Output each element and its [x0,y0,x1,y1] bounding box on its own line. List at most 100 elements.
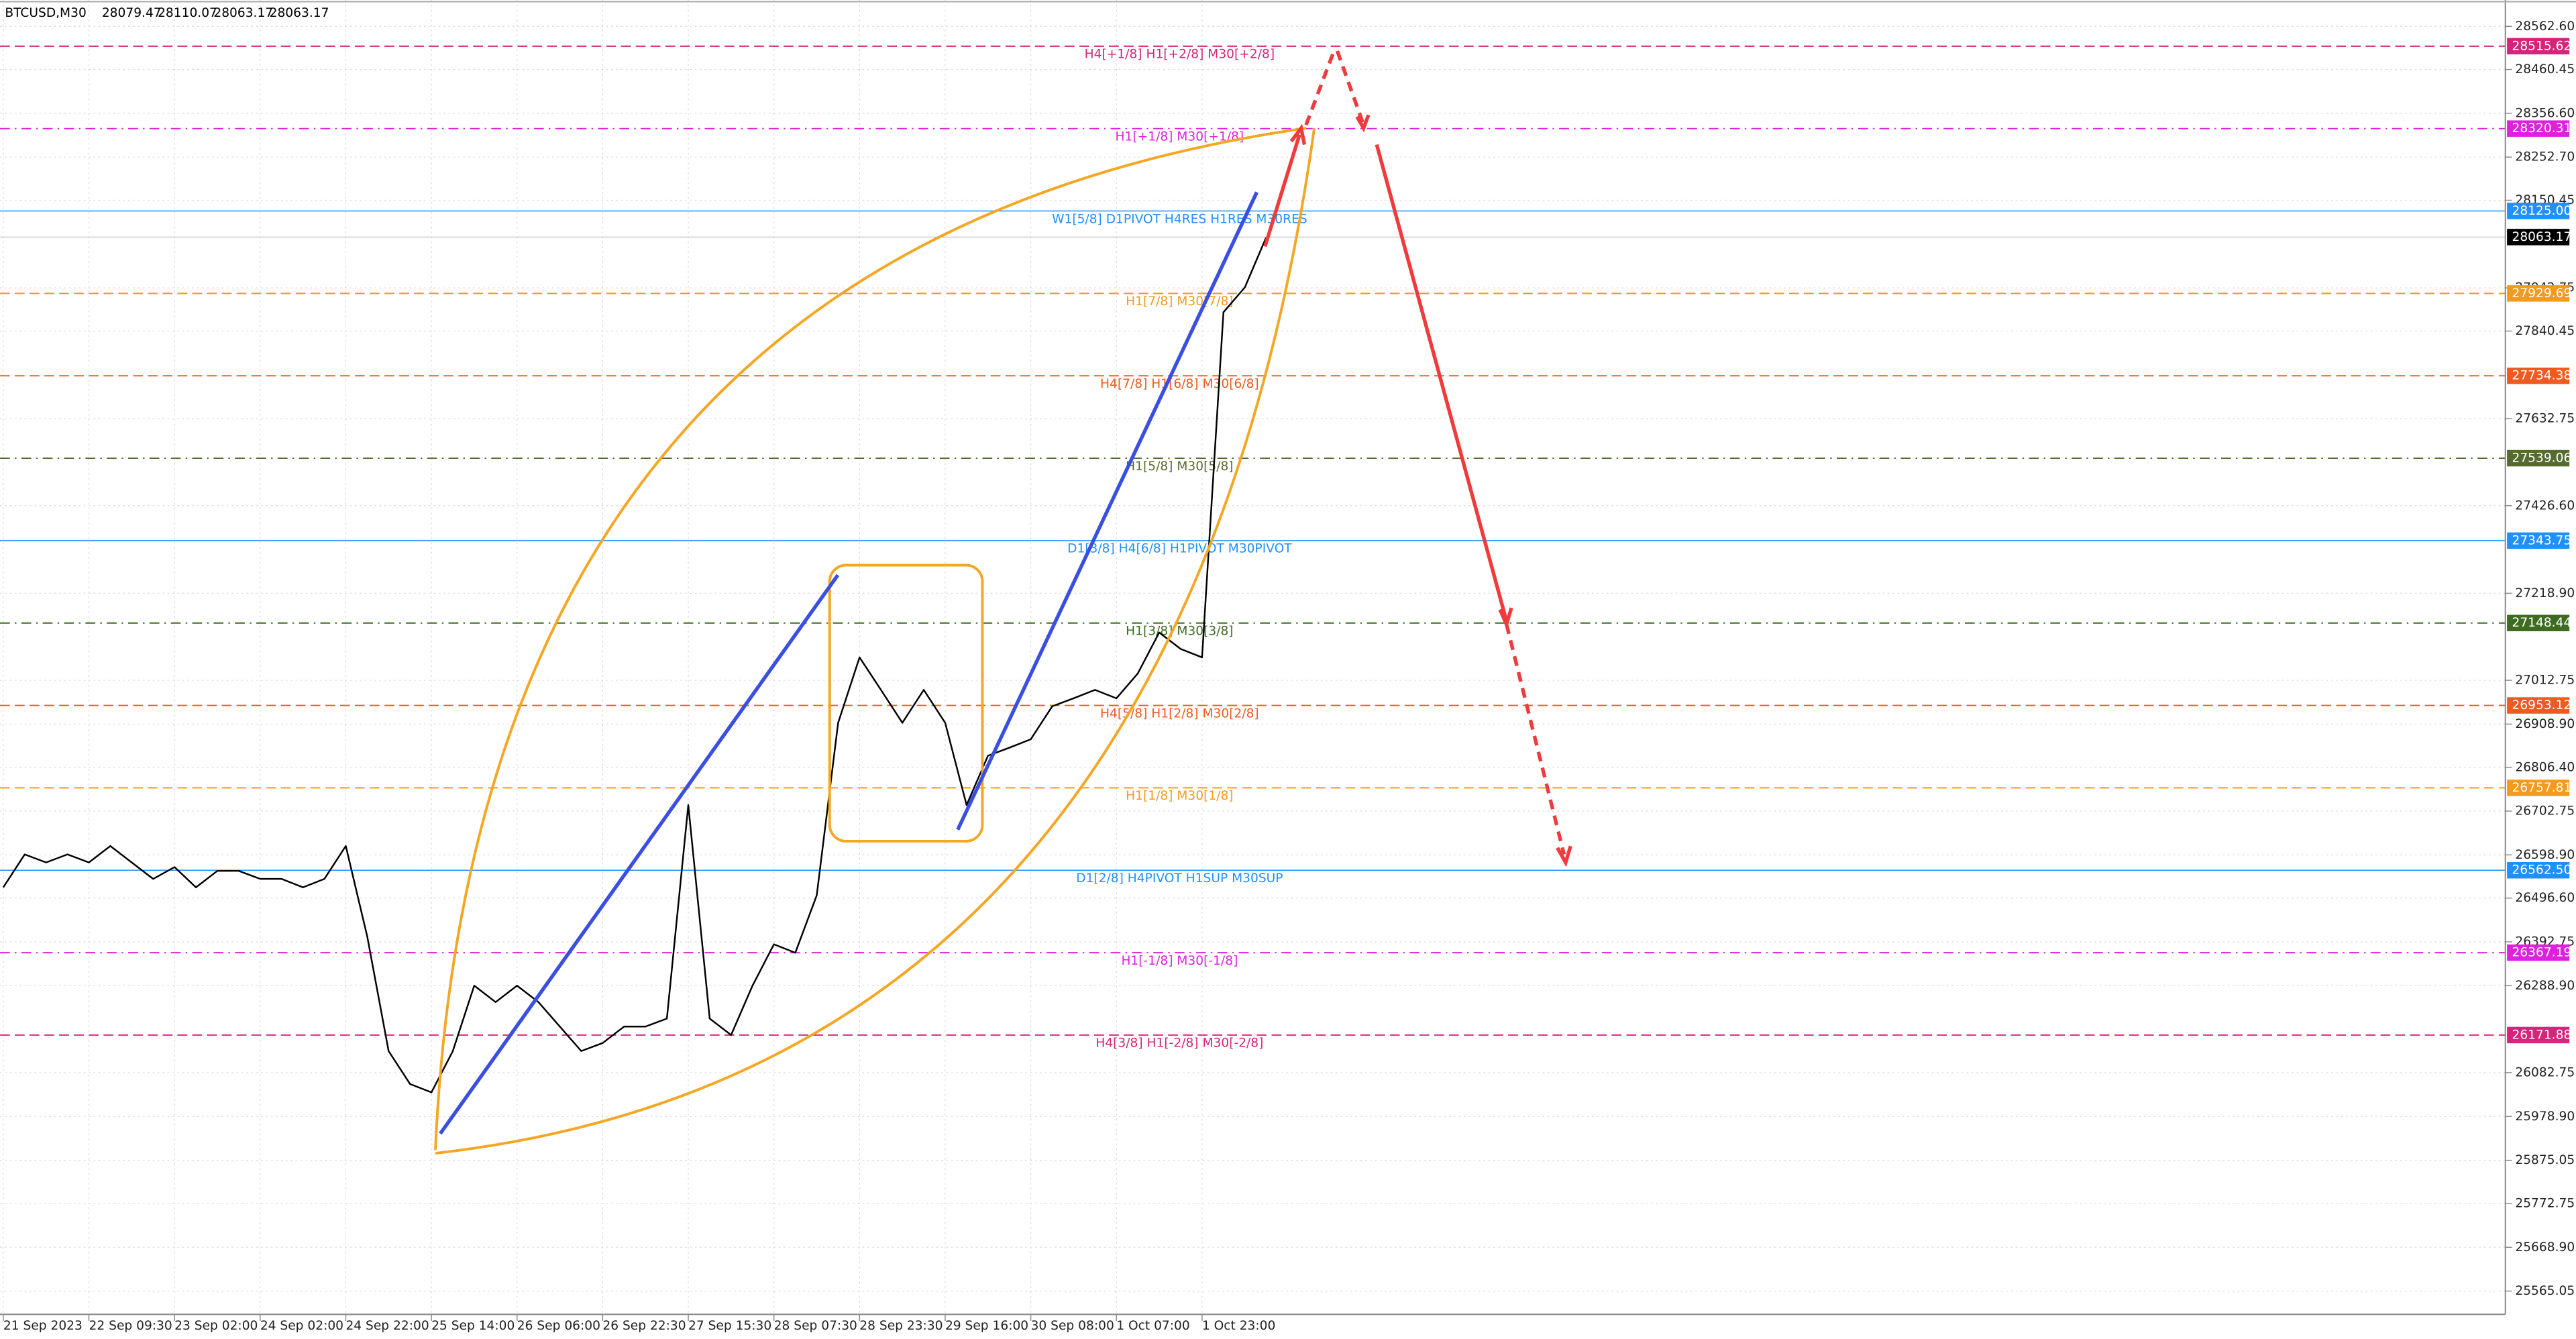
price-box-label: 26171.88 [2512,1028,2571,1042]
x-tick-label: 21 Sep 2023 [3,1319,83,1333]
x-tick-label: 23 Sep 02:00 [174,1319,258,1333]
price-box [2507,203,2570,219]
last-price-box [2507,229,2570,246]
level-label: W1[5/8] D1PIVOT H4RES H1RES M30RES [1052,212,1307,226]
y-tick-label: 28460.45 [2515,62,2575,76]
price-box-label: 27148.44 [2512,616,2571,630]
level-label: D1[3/8] H4[6/8] H1PIVOT M30PIVOT [1067,542,1292,556]
y-tick-label: 26598.90 [2515,848,2575,862]
level-label: H4[+1/8] H1[+2/8] M30[+2/8] [1085,48,1275,62]
price-box [2507,944,2570,961]
price-line [2,237,1267,1093]
x-tick-label: 22 Sep 09:30 [89,1319,172,1333]
level-label: H4[5/8] H1[2/8] M30[2/8] [1100,706,1259,720]
level-label: H1[5/8] M30[5/8] [1126,460,1233,474]
price [0,236,2506,1093]
symbol: BTCUSD,M30 [5,6,86,20]
price-box [2507,285,2570,302]
price-box [2507,120,2570,137]
y-tick-label: 25668.90 [2515,1240,2575,1254]
price-box-label: 27929.69 [2512,286,2571,301]
y-tick-label: 26288.90 [2515,979,2575,993]
price-box-label: 26367.19 [2512,946,2571,960]
price-box [2507,697,2570,714]
y-tick-label: 25565.05 [2515,1284,2575,1298]
price-box-label: 27734.38 [2512,369,2571,383]
x-tick-label: 27 Sep 15:30 [688,1319,771,1333]
price-box [2507,614,2570,631]
y-tick-label: 27426.60 [2515,498,2575,513]
y-tick-label: 26806.40 [2515,760,2575,774]
price-box-label: 27539.06 [2512,451,2571,466]
header: BTCUSD,M30 28079.47 28110.07 28063.17 28… [5,6,329,20]
level-label: H4[7/8] H1[6/8] M30[6/8] [1100,377,1259,391]
price-box-label: 28125.00 [2512,204,2571,218]
price-box-label: 26953.12 [2512,698,2571,712]
x-tick-label: 26 Sep 22:30 [602,1319,686,1333]
arrow [1263,134,1301,248]
y-tick-label: 25875.05 [2515,1153,2575,1167]
y-tick-label: 25772.75 [2515,1196,2575,1210]
arrow-head [1355,114,1371,133]
price-box-label: 27343.75 [2512,533,2571,547]
arc-upper [434,127,1307,1150]
y-tick-label: 26496.60 [2515,891,2575,905]
ohlc-low: 28063.17 [213,6,273,20]
price-box-label: 26757.81 [2512,781,2571,795]
trend-line [439,574,840,1135]
axis: 28562.6028460.4528356.6028252.7028150.45… [3,19,2575,1333]
arrow [1505,623,1566,855]
y-tick-label: 28356.60 [2515,106,2575,120]
y-tick-label: 25978.90 [2515,1110,2575,1124]
x-tick-label: 28 Sep 07:30 [774,1319,857,1333]
price-box [2507,1026,2570,1044]
x-tick-label: 24 Sep 22:00 [345,1319,429,1333]
forecast-arrows [1263,50,1572,867]
x-tick-label: 1 Oct 07:00 [1116,1319,1189,1333]
ohlc-high: 28110.07 [158,6,217,20]
y-tick-label: 28562.60 [2515,19,2575,34]
x-tick-label: 1 Oct 23:00 [1202,1319,1275,1333]
range-box [828,564,984,843]
x-tick-label: 30 Sep 08:00 [1031,1319,1114,1333]
price-box [2507,862,2570,879]
x-tick-label: 24 Sep 02:00 [260,1319,343,1333]
last-price-label: 28063.17 [2512,230,2571,244]
level-label: H1[+1/8] M30[+1/8] [1116,129,1244,144]
price-box [2507,449,2570,467]
level-label: H1[-1/8] M30[-1/8] [1121,954,1238,968]
price-box [2507,367,2570,384]
price-box-label: 26562.50 [2512,863,2571,877]
arrow [1304,50,1336,126]
level-label: H1[1/8] M30[1/8] [1126,789,1233,803]
y-tick-label: 28252.70 [2515,150,2575,164]
level-label: H4[3/8] H1[-2/8] M30[-2/8] [1095,1036,1263,1051]
price-box [2507,532,2570,549]
y-tick-label: 26702.75 [2515,804,2575,818]
y-tick-label: 26908.90 [2515,717,2575,731]
x-tick-label: 26 Sep 06:00 [517,1319,600,1333]
level-label: H1[3/8] M30[3/8] [1126,624,1233,638]
x-tick-label: 29 Sep 16:00 [945,1319,1028,1333]
arrow-head [1289,123,1307,146]
price-box-label: 28515.62 [2512,39,2571,53]
y-tick-label: 27012.75 [2515,674,2575,688]
price-box-label: 28320.31 [2512,121,2571,136]
y-tick-label: 27632.75 [2515,412,2575,426]
arrow-head [1556,845,1572,867]
y-tick-label: 27218.90 [2515,586,2575,600]
price-box [2507,38,2570,55]
x-tick-label: 28 Sep 23:30 [859,1319,943,1333]
x-tick-label: 25 Sep 14:00 [431,1319,515,1333]
arrow [1335,50,1366,126]
price-box [2507,780,2570,796]
y-tick-label: 27840.45 [2515,324,2575,338]
ohlc-close: 28063.17 [270,6,329,20]
level-label: H1[7/8] M30[7/8] [1126,294,1233,309]
ohlc-open: 28079.47 [102,6,162,20]
level-label: D1[2/8] H4PIVOT H1SUP M30SUP [1076,871,1283,886]
arrow [1375,144,1509,622]
